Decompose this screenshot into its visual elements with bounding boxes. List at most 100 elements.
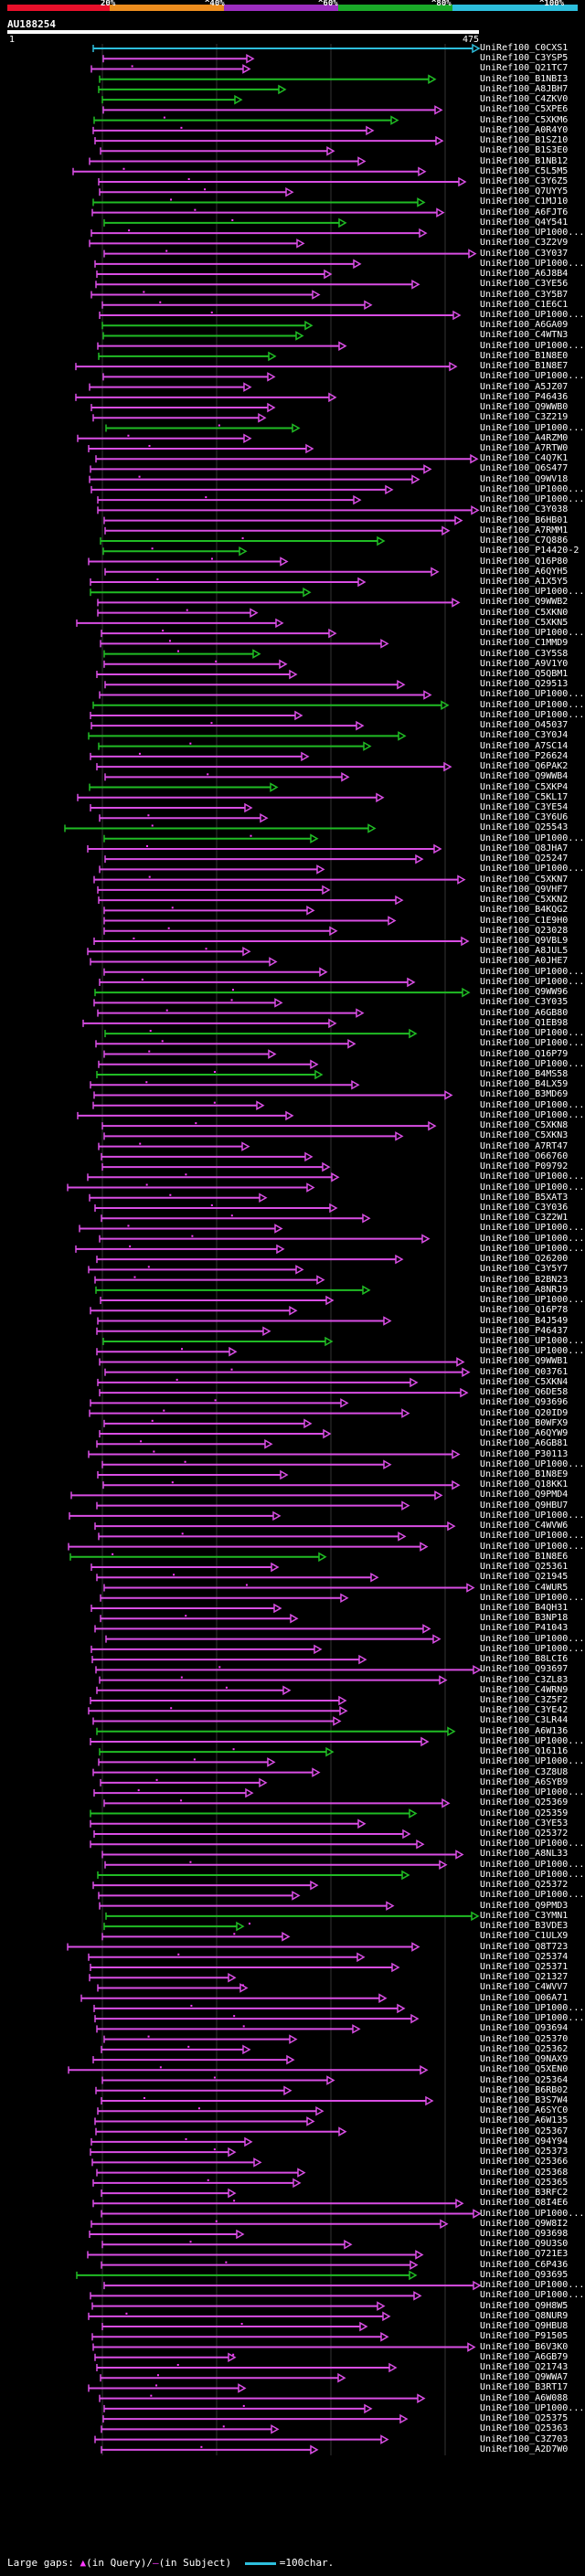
hit-label[interactable]: UniRef100_C3YE54: [480, 802, 569, 813]
hit-label[interactable]: UniRef100_UP1000...: [480, 587, 585, 598]
hit-label[interactable]: UniRef100_A6QYW9: [480, 1428, 569, 1439]
hit-label[interactable]: UniRef100_B1SZ10: [480, 135, 569, 146]
hit-label[interactable]: UniRef100_B1N8E6: [480, 1551, 569, 1562]
hit-label[interactable]: UniRef100_P91505: [480, 2331, 569, 2342]
hit-label[interactable]: UniRef100_C4WUR5: [480, 1582, 569, 1593]
hit-label[interactable]: UniRef100_Q25366: [480, 2157, 569, 2168]
hit-label[interactable]: UniRef100_A7RTW0: [480, 442, 569, 453]
hit-label[interactable]: UniRef100_B3NP18: [480, 1613, 569, 1624]
hit-label[interactable]: UniRef100_A7SC14: [480, 740, 569, 751]
hit-label[interactable]: UniRef100_C4ZKV0: [480, 94, 569, 105]
hit-label[interactable]: UniRef100_B6HB01: [480, 514, 569, 525]
hit-label[interactable]: UniRef100_UP1000...: [480, 1171, 585, 1182]
hit-label[interactable]: UniRef100_UP1000...: [480, 1839, 585, 1850]
hit-label[interactable]: UniRef100_P41043: [480, 1623, 569, 1634]
hit-label[interactable]: UniRef100_A1X5Y5: [480, 576, 569, 587]
hit-label[interactable]: UniRef100_Q93697: [480, 1664, 569, 1675]
hit-label[interactable]: UniRef100_C5XKN2: [480, 895, 569, 906]
hit-label[interactable]: UniRef100_C3Y038: [480, 504, 569, 515]
hit-label[interactable]: UniRef100_B4KQG2: [480, 905, 569, 916]
hit-label[interactable]: UniRef100_Q93694: [480, 2023, 569, 2034]
hit-label[interactable]: UniRef100_C5XKN8: [480, 1120, 569, 1131]
hit-label[interactable]: UniRef100_P14420-2: [480, 546, 580, 557]
hit-label[interactable]: UniRef100_B4QH31: [480, 1602, 569, 1613]
hit-label[interactable]: UniRef100_Q25247: [480, 853, 569, 864]
hit-label[interactable]: UniRef100_Q9PMD3: [480, 1900, 569, 1911]
hit-label[interactable]: UniRef100_UP1000...: [480, 2290, 585, 2301]
hit-label[interactable]: UniRef100_C5XPE6: [480, 104, 569, 115]
hit-label[interactable]: UniRef100_Q25372: [480, 1829, 569, 1839]
hit-label[interactable]: UniRef100_P30113: [480, 1448, 569, 1459]
hit-label[interactable]: UniRef100_C3Y5Y7: [480, 1264, 569, 1275]
hit-label[interactable]: UniRef100_B4LX59: [480, 1079, 569, 1090]
hit-label[interactable]: UniRef100_P09792: [480, 1161, 569, 1172]
hit-label[interactable]: UniRef100_Q8T723: [480, 1941, 569, 1952]
hit-label[interactable]: UniRef100_C3Z703: [480, 2433, 569, 2444]
hit-label[interactable]: UniRef100_UP1000...: [480, 1295, 585, 1306]
hit-label[interactable]: UniRef100_B1N8E9: [480, 1468, 569, 1479]
hit-label[interactable]: UniRef100_UP1000...: [480, 258, 585, 269]
hit-label[interactable]: UniRef100_C1MJ10: [480, 196, 569, 207]
hit-label[interactable]: UniRef100_A6GB80: [480, 1007, 569, 1018]
hit-label[interactable]: UniRef100_A8NL33: [480, 1849, 569, 1860]
hit-label[interactable]: UniRef100_C5XKN7: [480, 874, 569, 885]
hit-label[interactable]: UniRef100_Q25367: [480, 2125, 569, 2136]
hit-label[interactable]: UniRef100_A5JZ07: [480, 381, 569, 392]
hit-label[interactable]: UniRef100_B4J549: [480, 1315, 569, 1326]
hit-label[interactable]: UniRef100_Q03761: [480, 1366, 569, 1377]
hit-label[interactable]: UniRef100_Q25359: [480, 1807, 569, 1818]
hit-label[interactable]: UniRef100_UP1000...: [480, 689, 585, 700]
hit-label[interactable]: UniRef100_UP1000...: [480, 2002, 585, 2013]
hit-label[interactable]: UniRef100_C3Z8U8: [480, 1766, 569, 1777]
hit-label[interactable]: UniRef100_C5XKN4: [480, 1376, 569, 1387]
hit-label[interactable]: UniRef100_UP1000...: [480, 1058, 585, 1069]
hit-label[interactable]: UniRef100_Q25371: [480, 1962, 569, 1972]
hit-label[interactable]: UniRef100_UP1000...: [480, 1182, 585, 1193]
hit-label[interactable]: UniRef100_Q25373: [480, 2147, 569, 2157]
hit-label[interactable]: UniRef100_Q6S477: [480, 463, 569, 474]
hit-label[interactable]: UniRef100_A6FJT6: [480, 207, 569, 217]
hit-label[interactable]: UniRef100_B1NBI3: [480, 73, 569, 84]
hit-label[interactable]: UniRef100_UP1000...: [480, 2013, 585, 2024]
hit-label[interactable]: UniRef100_UP1000...: [480, 1859, 585, 1870]
hit-label[interactable]: UniRef100_UP1000...: [480, 228, 585, 239]
hit-label[interactable]: UniRef100_C3Y5B7: [480, 289, 569, 300]
hit-label[interactable]: UniRef100_UP1000...: [480, 1038, 585, 1049]
hit-label[interactable]: UniRef100_UP1000...: [480, 2208, 585, 2219]
hit-label[interactable]: UniRef100_C5XKN5: [480, 617, 569, 628]
hit-label[interactable]: UniRef100_C1E9H0: [480, 915, 569, 926]
hit-label[interactable]: UniRef100_Q721E3: [480, 2249, 569, 2260]
hit-label[interactable]: UniRef100_P46437: [480, 1325, 569, 1336]
hit-label[interactable]: UniRef100_C4WVV7: [480, 1982, 569, 1993]
hit-label[interactable]: UniRef100_Q21945: [480, 1572, 569, 1583]
hit-label[interactable]: UniRef100_Q25365: [480, 2177, 569, 2188]
hit-label[interactable]: UniRef100_C3Z2W1: [480, 1213, 569, 1224]
hit-label[interactable]: UniRef100_Q4Y541: [480, 217, 569, 228]
hit-label[interactable]: UniRef100_B8LCI6: [480, 1654, 569, 1665]
hit-label[interactable]: UniRef100_A6W135: [480, 2115, 569, 2126]
hit-label[interactable]: UniRef100_Q25543: [480, 822, 569, 833]
hit-label[interactable]: UniRef100_Q9WWB0: [480, 402, 569, 413]
hit-label[interactable]: UniRef100_C3Z219: [480, 412, 569, 423]
hit-label[interactable]: UniRef100_UP1000...: [480, 371, 585, 382]
hit-label[interactable]: UniRef100_UP1000...: [480, 699, 585, 710]
hit-label[interactable]: UniRef100_A6SYC0: [480, 2105, 569, 2116]
hit-label[interactable]: UniRef100_Q29513: [480, 679, 569, 690]
hit-label[interactable]: UniRef100_C3YE42: [480, 1705, 569, 1716]
hit-label[interactable]: UniRef100_A7RT47: [480, 1140, 569, 1151]
hit-label[interactable]: UniRef100_C5L5M5: [480, 165, 569, 176]
hit-label[interactable]: UniRef100_B2BN23: [480, 1274, 569, 1285]
hit-label[interactable]: UniRef100_Q5QBM1: [480, 669, 569, 680]
hit-label[interactable]: UniRef100_Q18KK1: [480, 1479, 569, 1490]
hit-label[interactable]: UniRef100_UP1000...: [480, 309, 585, 320]
hit-label[interactable]: UniRef100_Q9WW96: [480, 987, 569, 998]
hit-label[interactable]: UniRef100_A0R4Y0: [480, 124, 569, 135]
hit-label[interactable]: UniRef100_B1N8E7: [480, 361, 569, 372]
hit-label[interactable]: UniRef100_Q93695: [480, 2269, 569, 2280]
hit-label[interactable]: UniRef100_A0JHE7: [480, 956, 569, 967]
hit-label[interactable]: UniRef100_A7RMM1: [480, 525, 569, 535]
hit-label[interactable]: UniRef100_UP1000...: [480, 1756, 585, 1767]
hit-label[interactable]: UniRef100_B1S3E0: [480, 145, 569, 156]
hit-label[interactable]: UniRef100_C3YE56: [480, 279, 569, 290]
hit-label[interactable]: UniRef100_C0CXS1: [480, 43, 569, 53]
